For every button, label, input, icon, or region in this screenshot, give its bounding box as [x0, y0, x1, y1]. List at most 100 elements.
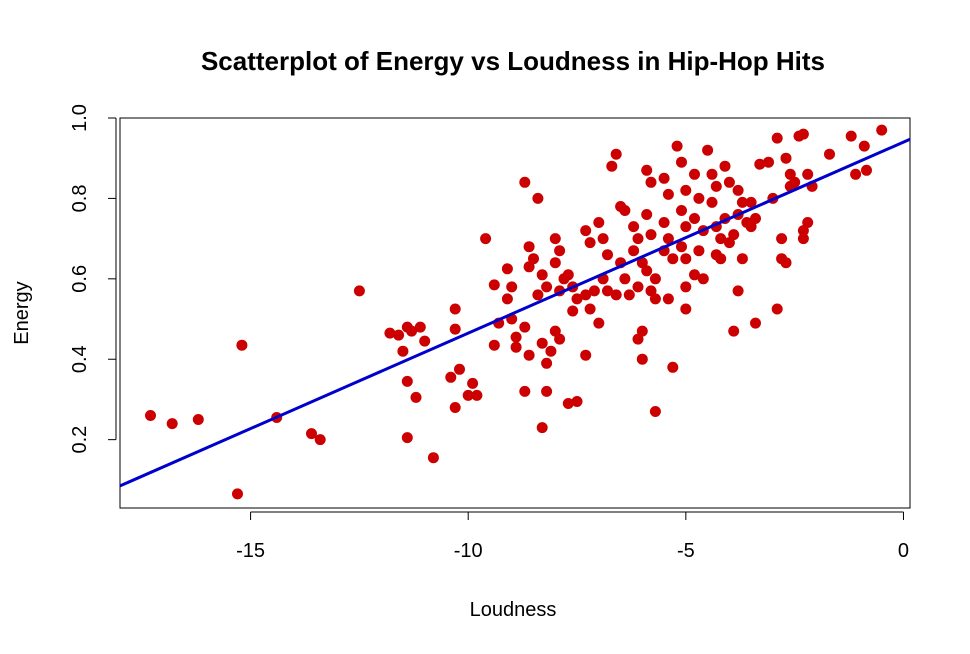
data-point: [680, 303, 692, 315]
data-point: [658, 172, 670, 184]
data-point: [645, 285, 657, 297]
data-point: [750, 317, 761, 329]
data-point: [541, 281, 553, 293]
data-point: [693, 192, 705, 204]
x-tick-label: -10: [454, 540, 483, 562]
data-point: [723, 176, 735, 188]
x-axis: -15 -10 -5 0: [236, 511, 909, 562]
data-point: [689, 213, 700, 224]
x-tick-label: 0: [898, 540, 909, 562]
data-point: [549, 257, 561, 269]
data-point: [397, 345, 409, 357]
x-tick-label: -15: [236, 540, 265, 562]
data-point: [636, 353, 648, 365]
data-point: [528, 253, 539, 265]
data-point: [506, 281, 518, 293]
data-point: [667, 253, 679, 265]
data-point: [706, 168, 718, 180]
data-point: [562, 398, 574, 409]
data-point: [658, 217, 670, 228]
data-point: [645, 229, 657, 241]
data-point: [541, 357, 553, 369]
data-point: [706, 196, 718, 208]
data-point: [676, 205, 687, 216]
data-point: [584, 303, 596, 315]
data-point: [780, 257, 792, 269]
data-point: [580, 289, 592, 301]
data-point: [471, 389, 483, 401]
data-point: [784, 168, 796, 180]
y-axis: 0.2 0.4 0.6 0.8 1.0: [69, 104, 117, 454]
data-point: [610, 289, 622, 301]
data-point: [662, 293, 674, 305]
data-point: [523, 261, 535, 273]
data-point: [449, 402, 461, 413]
data-point: [697, 273, 709, 285]
data-point: [593, 317, 605, 329]
data-point: [536, 422, 548, 434]
data-point: [554, 333, 566, 345]
x-tick-label: -5: [677, 540, 695, 562]
data-point: [771, 303, 783, 315]
data-point: [488, 339, 500, 351]
data-point: [728, 325, 740, 337]
regression-line: [119, 137, 911, 488]
data-point: [693, 245, 705, 257]
data-point: [632, 233, 644, 245]
data-point: [501, 263, 513, 275]
data-point: [780, 152, 792, 164]
data-point: [536, 269, 548, 281]
data-point: [689, 269, 700, 281]
data-point: [314, 434, 326, 446]
data-point: [676, 156, 687, 168]
data-point: [541, 385, 553, 397]
data-point: [632, 281, 644, 293]
data-point: [593, 217, 605, 228]
data-point: [584, 237, 596, 249]
x-axis-label: Loudness: [470, 599, 557, 621]
data-point: [567, 305, 579, 317]
data-point: [467, 377, 479, 389]
y-tick-label: 1.0: [69, 104, 91, 132]
data-point: [510, 331, 522, 343]
data-point: [406, 325, 418, 337]
data-point: [562, 269, 574, 281]
data-point: [427, 452, 439, 464]
data-point: [667, 361, 679, 373]
data-point: [571, 396, 583, 407]
data-point: [549, 233, 561, 245]
data-point: [710, 180, 722, 192]
data-point: [680, 221, 692, 233]
data-point: [510, 341, 522, 353]
data-point: [641, 265, 653, 277]
data-point: [353, 285, 365, 297]
data-point: [662, 233, 674, 245]
data-point: [641, 209, 653, 220]
y-tick-label: 0.2: [69, 426, 91, 454]
data-point: [850, 168, 862, 180]
data-point: [488, 279, 500, 291]
data-point: [797, 128, 809, 140]
data-point: [449, 303, 461, 315]
y-tick-label: 0.8: [69, 185, 91, 213]
data-point: [410, 391, 422, 403]
data-point: [649, 273, 661, 285]
chart-title: Scatterplot of Energy vs Loudness in Hip…: [201, 46, 825, 76]
data-point: [571, 293, 583, 305]
plot-frame: [119, 117, 911, 509]
data-point: [763, 156, 774, 168]
data-point: [523, 241, 535, 253]
data-point: [649, 293, 661, 305]
data-point: [619, 205, 631, 216]
data-point: [588, 285, 600, 297]
data-point: [623, 289, 635, 301]
data-point: [732, 184, 744, 196]
data-point: [393, 329, 405, 341]
data-point: [401, 375, 413, 387]
data-point: [597, 233, 609, 245]
data-point: [449, 323, 461, 335]
data-point: [236, 339, 248, 351]
data-point: [636, 257, 648, 269]
data-point: [715, 253, 727, 265]
data-point: [649, 406, 661, 417]
